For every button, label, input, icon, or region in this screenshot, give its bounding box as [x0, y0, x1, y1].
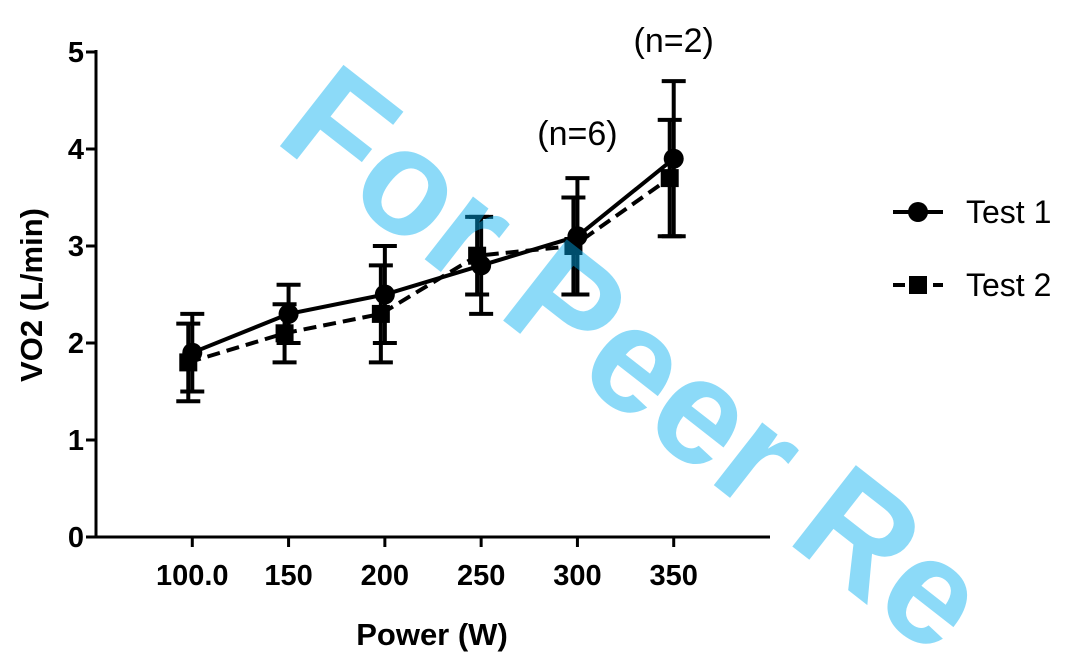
y-tick-label: 2 [68, 328, 84, 360]
y-tick-label: 0 [68, 522, 84, 554]
series-2 [176, 117, 682, 404]
series-line [191, 157, 675, 355]
y-tick-label: 4 [68, 134, 84, 166]
legend-marker [909, 276, 927, 294]
x-axis-title: Power (W) [356, 617, 508, 652]
y-tick-label: 5 [68, 37, 84, 69]
x-tick-label: 250 [457, 560, 505, 592]
x-tick-label: 150 [264, 560, 312, 592]
legend-label: Test 1 [966, 194, 1051, 230]
y-axis-title: VO2 (L/min) [14, 208, 49, 382]
data-point [663, 148, 684, 169]
legend-item: Test 2 [893, 267, 1051, 303]
legend: Test 1 Test 2 [893, 194, 1051, 303]
annotation-label: (n=6) [537, 115, 617, 153]
data-point [374, 284, 395, 305]
x-tick-label: 300 [553, 560, 601, 592]
data-point [660, 169, 679, 188]
data-point [278, 303, 299, 324]
series-line [187, 176, 671, 365]
annotation-label: (n=2) [634, 22, 714, 60]
y-tick-label: 1 [68, 425, 84, 457]
x-tick-label: 100.0 [156, 560, 229, 592]
data-point [564, 237, 583, 255]
legend-marker [908, 202, 928, 222]
data-point [275, 324, 294, 343]
data-point [468, 246, 487, 265]
x-tick-label: 350 [650, 560, 698, 592]
series-layer [176, 79, 686, 404]
data-point [371, 304, 390, 323]
legend-label: Test 2 [966, 267, 1051, 303]
x-tick-label: 200 [361, 560, 409, 592]
legend-item: Test 1 [893, 194, 1051, 230]
annotation-layer: (n=6) (n=2) [537, 22, 714, 153]
y-tick-label: 3 [68, 231, 84, 263]
data-point [179, 353, 198, 372]
axes: 0 1 2 3 4 5 100.0 150 200 250 300 350 [68, 37, 770, 592]
